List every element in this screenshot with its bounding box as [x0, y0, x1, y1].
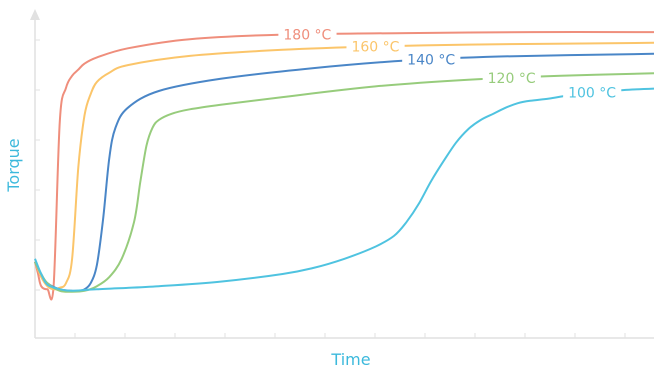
series-label-background [402, 51, 461, 70]
series-line-100c [34, 87, 654, 292]
y-axis-title: Torque [4, 138, 23, 192]
series-label-background [563, 84, 622, 103]
series-line-180c [34, 31, 654, 301]
x-axis-ticks [74, 333, 626, 338]
series-label-background [482, 69, 541, 88]
series-label-120c: 120 °C [488, 71, 536, 87]
series-label-160c: 160 °C [351, 39, 399, 55]
series-label-180c: 180 °C [283, 27, 331, 43]
y-axis-arrow-icon [30, 9, 40, 20]
y-axis-ticks [35, 39, 40, 291]
series-label-background [346, 38, 405, 57]
series-line-120c [34, 72, 654, 293]
series-label-background [278, 26, 337, 45]
series-label-140c: 140 °C [407, 52, 455, 68]
series-label-100c: 100 °C [568, 86, 616, 102]
x-axis-title: Time [330, 350, 370, 369]
series-labels: 180 °C 160 °C 140 °C 120 °C 100 °C [278, 26, 622, 103]
series-line-160c [34, 41, 654, 291]
axes [30, 9, 654, 339]
series-lines [34, 31, 654, 301]
